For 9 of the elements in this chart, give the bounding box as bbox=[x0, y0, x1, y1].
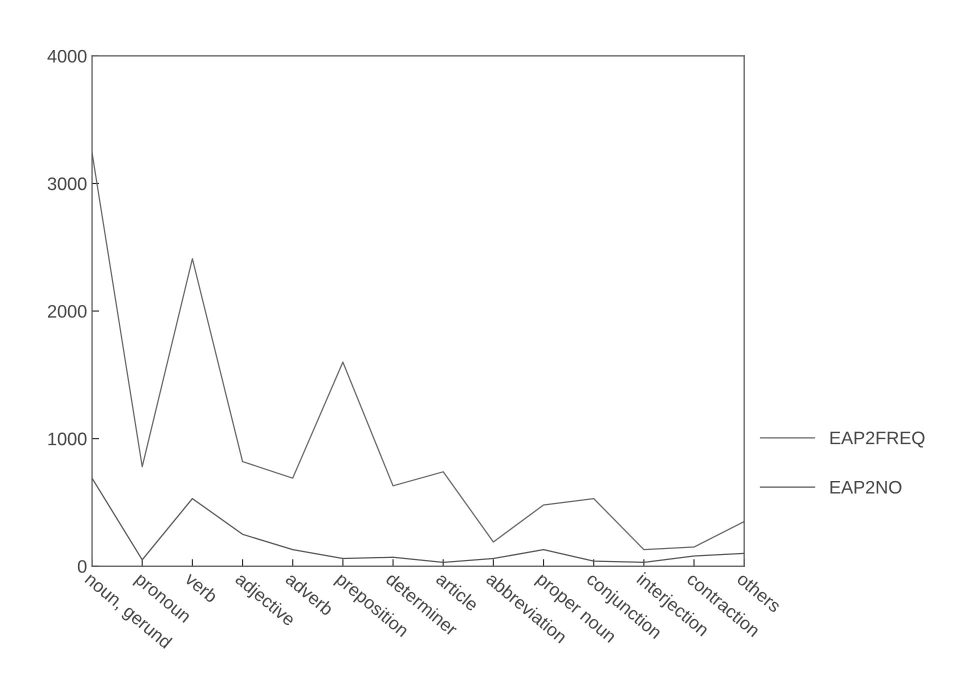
y-tick-label: 3000 bbox=[48, 177, 86, 190]
x-tick-label: verb bbox=[184, 571, 219, 604]
y-tick-label: 2000 bbox=[48, 304, 86, 318]
y-tick-label: 4000 bbox=[47, 50, 86, 63]
y-tick-label: 1000 bbox=[48, 432, 86, 446]
legend-label: EAP2FREQ bbox=[830, 432, 925, 448]
y-tick-label: 0 bbox=[78, 560, 86, 573]
line-series bbox=[92, 152, 744, 550]
legend-label: EAP2NO bbox=[830, 480, 902, 494]
